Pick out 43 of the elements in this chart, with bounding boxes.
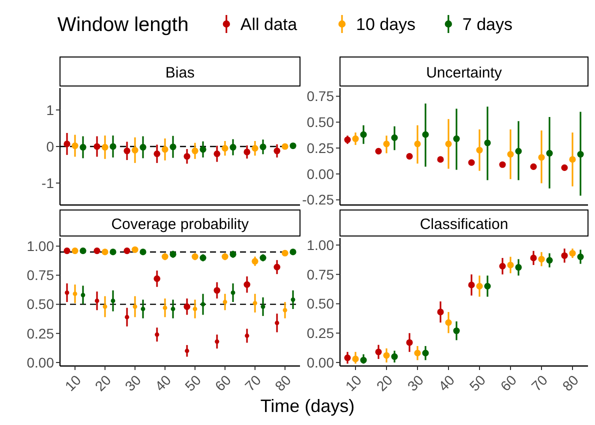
y-tick-label: 1.00	[306, 236, 334, 253]
y-tick-label: 0.00	[306, 354, 334, 370]
legend-label: All data	[240, 14, 298, 34]
chart-title: Classification	[420, 216, 508, 233]
y-tick-label: 0.75	[306, 88, 334, 104]
x-tick-label: 70	[528, 372, 551, 394]
y-tick-label: 0.25	[306, 140, 334, 156]
y-tick-label: -1	[42, 174, 54, 191]
x-tick-label: 40	[435, 372, 458, 394]
chart-title: Coverage probability	[111, 216, 250, 233]
x-tick-label: 80	[559, 372, 582, 394]
chart-title: Uncertainty	[426, 64, 502, 82]
x-tick-label: 60	[497, 372, 520, 394]
x-tick-label: 10	[62, 372, 84, 394]
y-tick-label: 0.25	[306, 325, 334, 342]
x-tick-label: 10	[342, 372, 365, 394]
x-tick-label: 30	[404, 372, 427, 394]
x-tick-label: 30	[122, 372, 144, 394]
legend-label: 10 days	[356, 14, 416, 34]
x-tick-label: 60	[212, 372, 234, 394]
y-tick-label: 0.00	[306, 166, 334, 182]
y-tick-label: 0.75	[306, 266, 334, 282]
chart-title: Bias	[165, 64, 195, 82]
y-tick-label: 0.25	[26, 325, 54, 342]
y-tick-label: 1	[46, 102, 54, 118]
y-tick-label: 0.75	[26, 267, 54, 284]
y-tick-label: 0.50	[306, 114, 334, 130]
y-tick-label: 0.00	[26, 354, 54, 370]
x-tick-label: 20	[92, 372, 114, 394]
y-tick-label: 1.00	[26, 238, 54, 254]
x-axis-title: Time (days)	[260, 396, 355, 416]
x-tick-label: 70	[242, 372, 264, 394]
y-tick-label: 0.50	[306, 296, 334, 312]
x-tick-label: 80	[272, 372, 294, 394]
x-tick-label: 20	[373, 372, 396, 394]
y-tick-label: 0	[46, 138, 54, 154]
x-tick-label: 50	[182, 372, 204, 394]
legend-label: 7 days	[462, 14, 512, 34]
legend-title: Window length	[57, 14, 189, 36]
y-tick-label: -0.25	[302, 192, 334, 208]
y-tick-label: 0.50	[26, 296, 54, 312]
x-tick-label: 50	[466, 372, 489, 394]
x-tick-label: 40	[152, 372, 174, 394]
